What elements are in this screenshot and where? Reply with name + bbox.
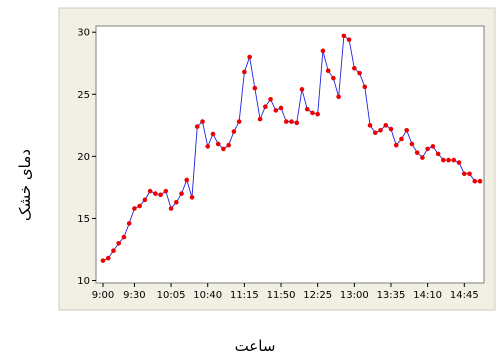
data-point bbox=[273, 108, 279, 113]
data-point bbox=[210, 131, 216, 137]
y-tick-label: 25 bbox=[77, 90, 90, 101]
data-point bbox=[142, 197, 148, 203]
y-tick-label: 20 bbox=[77, 152, 90, 163]
data-point bbox=[205, 144, 211, 149]
data-point bbox=[472, 178, 478, 184]
data-point bbox=[367, 123, 373, 128]
data-point bbox=[294, 120, 300, 126]
data-point bbox=[137, 203, 142, 209]
x-tick-label: 11:15 bbox=[230, 290, 259, 301]
data-point bbox=[163, 188, 169, 194]
data-point bbox=[231, 129, 237, 134]
data-point bbox=[378, 127, 383, 133]
data-point bbox=[325, 68, 331, 73]
y-tick-label: 30 bbox=[77, 28, 90, 39]
data-point bbox=[409, 141, 415, 147]
x-tick-label: 11:50 bbox=[267, 290, 296, 301]
y-axis-title: دمای خشک bbox=[16, 149, 34, 221]
data-point bbox=[189, 195, 195, 200]
data-point bbox=[168, 206, 174, 211]
data-point bbox=[221, 146, 226, 152]
data-point bbox=[111, 248, 116, 254]
data-point bbox=[372, 130, 378, 136]
data-point bbox=[315, 111, 320, 117]
data-point bbox=[215, 141, 221, 147]
data-point bbox=[236, 119, 242, 124]
x-axis-title: ساعت bbox=[235, 337, 276, 354]
data-point bbox=[289, 119, 294, 124]
data-point bbox=[477, 178, 483, 184]
data-point bbox=[247, 54, 252, 60]
x-tick-label: 12:25 bbox=[303, 290, 332, 301]
data-point bbox=[174, 199, 179, 205]
axes: 10 15 20 25 30 9:00 9:30 10:05 10:40 11:15 11:50 12… bbox=[77, 28, 478, 301]
data-point bbox=[158, 192, 163, 198]
data-point bbox=[194, 124, 200, 129]
data-point bbox=[100, 258, 106, 263]
x-tick-label: 14:45 bbox=[450, 290, 479, 301]
data-point bbox=[278, 105, 284, 111]
data-point bbox=[435, 151, 441, 157]
data-point bbox=[388, 126, 394, 132]
data-point bbox=[105, 255, 111, 261]
x-tick-label: 10:05 bbox=[157, 290, 186, 301]
data-point bbox=[242, 69, 247, 75]
data-point bbox=[116, 240, 122, 246]
data-point bbox=[121, 234, 127, 240]
data-point bbox=[153, 191, 158, 196]
data-point bbox=[393, 142, 399, 148]
data-point bbox=[451, 157, 457, 163]
data-point bbox=[336, 94, 341, 100]
x-tick-label: 13:35 bbox=[377, 290, 406, 301]
data-point bbox=[263, 104, 268, 110]
data-point bbox=[341, 33, 347, 39]
data-point bbox=[126, 221, 132, 226]
data-point bbox=[299, 87, 305, 92]
data-point bbox=[184, 177, 190, 183]
data-point bbox=[310, 110, 315, 116]
data-point bbox=[399, 136, 404, 142]
data-point bbox=[283, 119, 289, 124]
data-point bbox=[132, 206, 137, 211]
data-point bbox=[441, 157, 446, 163]
data-point bbox=[404, 127, 409, 133]
data-point bbox=[147, 188, 153, 194]
x-tick-label: 10:40 bbox=[193, 290, 222, 301]
data-point bbox=[320, 48, 326, 54]
x-tick-label: 13:00 bbox=[340, 290, 369, 301]
data-point bbox=[467, 171, 472, 177]
data-point bbox=[461, 171, 467, 177]
data-point bbox=[304, 106, 310, 112]
data-point bbox=[252, 85, 258, 91]
data-points bbox=[100, 33, 483, 263]
data-point bbox=[425, 146, 430, 152]
data-point bbox=[200, 119, 205, 124]
data-point bbox=[257, 116, 263, 122]
data-point bbox=[414, 150, 420, 155]
data-point bbox=[383, 123, 389, 128]
data-point bbox=[226, 142, 231, 148]
data-point bbox=[179, 191, 184, 196]
plot-area bbox=[95, 25, 485, 284]
data-point bbox=[331, 75, 336, 81]
data-point bbox=[357, 70, 362, 76]
y-tick-label: 15 bbox=[77, 214, 90, 225]
data-point bbox=[446, 157, 451, 163]
x-tick-label: 14:10 bbox=[413, 290, 442, 301]
x-tick-label: 9:00 bbox=[92, 290, 114, 301]
data-point bbox=[362, 84, 368, 90]
data-point bbox=[420, 155, 425, 160]
data-point bbox=[268, 96, 273, 102]
x-tick-label: 9:30 bbox=[123, 290, 145, 301]
y-tick-label: 10 bbox=[77, 276, 90, 287]
data-point bbox=[346, 37, 352, 42]
data-point bbox=[352, 65, 357, 71]
data-point bbox=[430, 144, 436, 149]
data-point bbox=[456, 160, 462, 165]
